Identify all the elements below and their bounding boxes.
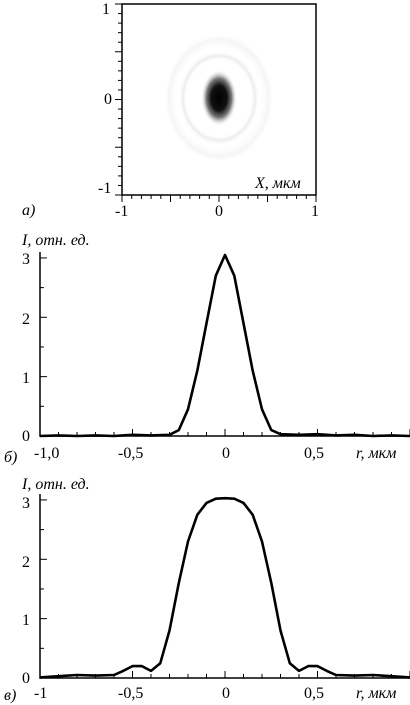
panel-c-ytick-3: 3 — [22, 495, 30, 512]
panel-b-ylabel: I, отн. ед. — [21, 232, 90, 249]
panel-b-axes — [39, 252, 410, 437]
heatmap-ytick-0: 0 — [104, 91, 112, 108]
heatmap-ticks — [115, 3, 317, 202]
panel-c: I, отн. ед. 3 2 1 0 -1 -0,5 0 0,5 r, мкм… — [4, 476, 410, 704]
panel-c-xtick-0: 0 — [222, 685, 230, 702]
panel-c-ytick-0: 0 — [22, 670, 30, 687]
panel-c-xtick-neg05: -0,5 — [118, 685, 143, 702]
panel-b-ytick-2: 2 — [22, 311, 30, 328]
panel-a: 1 0 -1 -1 0 1 X, мкм а) — [22, 1, 319, 220]
panel-b-label: б) — [4, 449, 17, 466]
heatmap-xtick-neg1: -1 — [115, 203, 128, 220]
heatmap-ytick-neg1: -1 — [98, 180, 111, 197]
panel-b-xtick-neg1: -1,0 — [34, 445, 59, 462]
panel-c-axes — [39, 494, 410, 679]
panel-b: I, отн. ед. 3 2 1 0 -1,0 -0,5 0 0,5 r, м… — [4, 232, 410, 466]
heatmap-ytick-1: 1 — [102, 1, 110, 18]
panel-b-xtick-05: 0,5 — [304, 445, 324, 462]
panel-c-xtick-05: 0,5 — [304, 685, 324, 702]
panel-b-ytick-0: 0 — [22, 428, 30, 445]
panel-a-label: а) — [22, 202, 35, 219]
panel-b-xtick-0: 0 — [222, 445, 230, 462]
panel-c-xlabel: r, мкм — [356, 685, 396, 702]
panel-c-ytick-1: 1 — [22, 612, 30, 629]
panel-c-ytick-2: 2 — [22, 554, 30, 571]
panel-c-series-line — [39, 496, 410, 679]
panel-c-xtick-neg1: -1 — [34, 685, 47, 702]
panel-b-xlabel: r, мкм — [356, 445, 396, 462]
panel-b-ticks — [39, 257, 410, 437]
heatmap-xtick-1: 1 — [311, 203, 319, 220]
panel-b-ytick-3: 3 — [22, 251, 30, 268]
panel-c-ticks — [39, 499, 410, 679]
heatmap-xtick-0: 0 — [215, 203, 223, 220]
panel-b-xtick-neg05: -0,5 — [118, 445, 143, 462]
panel-c-label: в) — [4, 687, 16, 704]
panel-b-series-line — [39, 253, 410, 438]
heatmap-core-spot — [201, 70, 237, 126]
panel-b-ytick-1: 1 — [22, 370, 30, 387]
heatmap-xlabel: X, мкм — [254, 175, 301, 192]
panel-c-ylabel: I, отн. ед. — [21, 476, 90, 493]
